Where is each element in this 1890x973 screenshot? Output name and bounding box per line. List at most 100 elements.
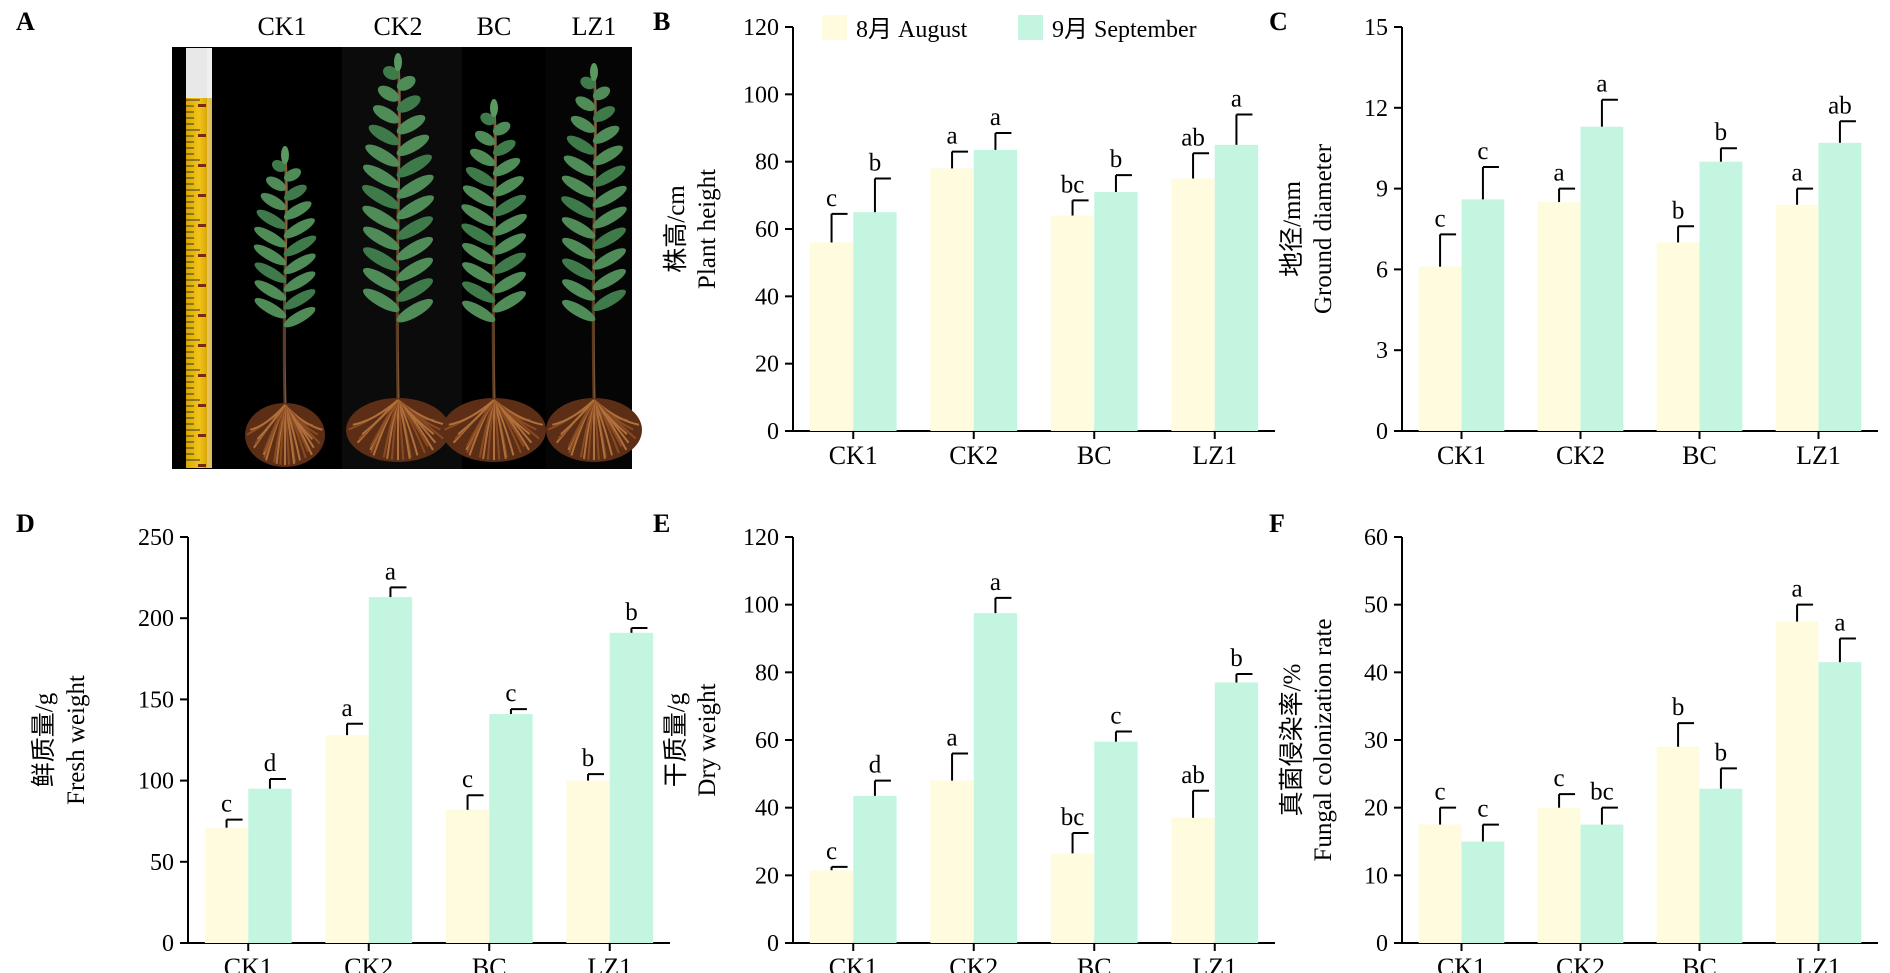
y-axis-label-en: Dry weight (694, 683, 721, 796)
photo-panel: A CK1 CK2 BC LZ1 (16, 7, 642, 469)
y-axis-label-en: Plant height (694, 169, 721, 289)
y-tick-label: 20 (755, 863, 779, 889)
panel-letter-B: B (653, 7, 670, 36)
significance-letter: a (947, 725, 958, 752)
bar-august-lz1 (1171, 178, 1215, 431)
bar-september-bc (1094, 741, 1138, 943)
legend: 8月 August 9月 September (822, 15, 1197, 43)
significance-letter: a (1792, 576, 1803, 603)
y-tick-label: 100 (743, 82, 779, 108)
significance-letter: a (1596, 71, 1607, 98)
significance-letter: c (1477, 138, 1488, 165)
significance-letter: b (1715, 739, 1728, 766)
bar-september-bc (1699, 161, 1743, 431)
y-tick-label: 6 (1376, 257, 1388, 283)
y-tick-label: 12 (1364, 96, 1388, 122)
significance-letter: c (1435, 205, 1446, 232)
y-tick-label: 120 (743, 525, 779, 551)
bar-august-bc (1656, 746, 1700, 943)
bar-august-ck1 (809, 242, 854, 431)
significance-letter: ab (1181, 124, 1205, 151)
bar-september-ck1 (1461, 199, 1505, 431)
x-tick-label-ck1: CK1 (1437, 953, 1486, 973)
significance-letter: a (1792, 160, 1803, 187)
y-tick-label: 200 (138, 606, 174, 632)
bar-september-lz1 (1818, 142, 1862, 431)
significance-letter: a (385, 558, 396, 585)
bar-september-ck1 (248, 788, 292, 943)
significance-letter: b (1672, 694, 1685, 721)
y-tick-label: 0 (1376, 419, 1388, 445)
x-tick-label-lz1: LZ1 (1192, 953, 1237, 973)
significance-letter: c (826, 838, 837, 865)
x-tick-label-bc: BC (1682, 441, 1717, 470)
bar-september-ck2 (973, 613, 1018, 943)
panel-letter-F: F (1269, 509, 1285, 538)
significance-letter: a (990, 104, 1001, 131)
bar-august-ck2 (1537, 202, 1581, 431)
panel-letter-E: E (653, 509, 670, 538)
bar-september-ck2 (368, 597, 413, 943)
y-tick-label: 50 (1364, 593, 1388, 619)
significance-letter: bc (1061, 171, 1085, 198)
bar-august-bc (1050, 853, 1095, 943)
bar-september-ck2 (1580, 824, 1624, 943)
x-tick-label-ck1: CK1 (829, 953, 878, 973)
y-tick-label: 60 (755, 728, 779, 754)
significance-letter: b (1715, 119, 1728, 146)
y-tick-label: 20 (1364, 796, 1388, 822)
bar-august-ck1 (809, 870, 854, 943)
bar-august-ck2 (930, 168, 974, 431)
y-tick-label: 9 (1376, 177, 1388, 203)
y-axis-label-cn: 株高/cm (662, 185, 690, 273)
bar-september-ck2 (973, 149, 1018, 431)
y-tick-label: 0 (1376, 931, 1388, 957)
bar-august-bc (445, 809, 490, 943)
y-tick-label: 3 (1376, 338, 1388, 364)
significance-letter: ab (1181, 762, 1205, 789)
chart-E: E 0 20 40 60 80 100 120 干质量/g Dry weight CK1 c d CK2 a… (653, 509, 1275, 973)
photo-label-ck2: CK2 (373, 12, 422, 41)
legend-swatch-september (1018, 15, 1043, 40)
panel-letter-D: D (16, 509, 35, 538)
bar-august-bc (1656, 242, 1700, 431)
significance-letter: a (1231, 86, 1242, 113)
bar-september-bc (489, 714, 533, 943)
x-tick-label-ck2: CK2 (344, 953, 393, 973)
panel-letter-C: C (1269, 7, 1288, 36)
y-tick-label: 0 (767, 419, 779, 445)
y-tick-label: 150 (138, 687, 174, 713)
legend-label-august: 8月 August (856, 17, 968, 43)
y-tick-label: 80 (755, 150, 779, 176)
bar-august-ck1 (204, 827, 249, 943)
y-axis-label-cn: 地径/mm (1278, 181, 1306, 277)
bar-august-ck2 (325, 735, 369, 943)
legend-swatch-august (822, 15, 847, 40)
y-axis-label-en: Fresh weight (63, 675, 90, 805)
x-tick-label-lz1: LZ1 (1796, 441, 1841, 470)
bar-august-ck1 (1418, 824, 1462, 943)
y-tick-label: 250 (138, 525, 174, 551)
legend-label-september: 9月 September (1052, 17, 1197, 43)
chart-D: D 0 50 100 150 200 250 鲜质量/g Fresh weight CK1 c d CK… (16, 509, 670, 973)
y-tick-label: 0 (162, 931, 174, 957)
y-tick-label: 20 (755, 352, 779, 378)
significance-letter: d (869, 752, 882, 779)
y-axis-label-en: Fungal colonization rate (1310, 619, 1337, 862)
bar-september-lz1 (1818, 662, 1862, 943)
y-tick-label: 80 (755, 660, 779, 686)
x-tick-label-bc: BC (1077, 953, 1112, 973)
y-tick-label: 0 (767, 931, 779, 957)
x-tick-label-lz1: LZ1 (587, 953, 632, 973)
x-tick-label-lz1: LZ1 (1796, 953, 1841, 973)
x-tick-label-bc: BC (1682, 953, 1717, 973)
significance-letter: bc (1590, 779, 1614, 806)
y-tick-label: 60 (1364, 525, 1388, 551)
significance-letter: b (1110, 146, 1123, 173)
y-tick-label: 100 (743, 593, 779, 619)
significance-letter: b (582, 745, 595, 772)
bar-september-ck2 (1580, 126, 1624, 432)
significance-letter: c (826, 185, 837, 212)
significance-letter: a (342, 695, 353, 722)
